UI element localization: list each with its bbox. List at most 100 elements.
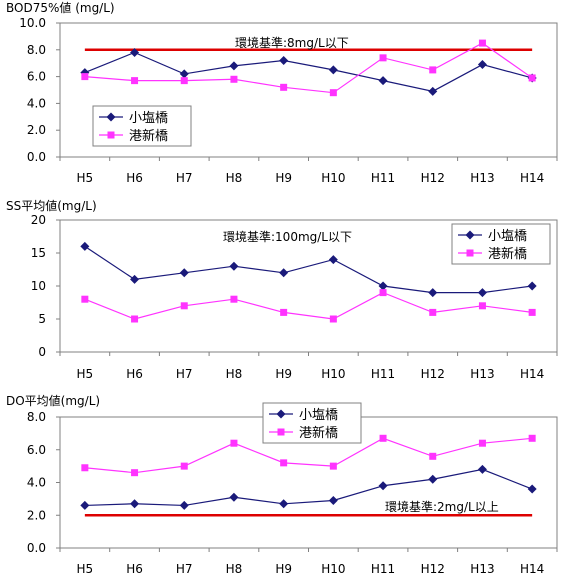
x-tick-label: H13 bbox=[470, 562, 494, 576]
legend-label: 小塩橋 bbox=[299, 408, 338, 423]
standard-label: 環境基準:100mg/L以下 bbox=[223, 229, 352, 244]
x-tick-label: H9 bbox=[275, 562, 292, 576]
data-point-1 bbox=[329, 89, 337, 97]
data-point-1 bbox=[230, 439, 238, 447]
x-tick-label: H11 bbox=[371, 171, 395, 185]
legend-box bbox=[262, 402, 362, 444]
data-point-0 bbox=[130, 274, 140, 284]
series-line-1 bbox=[84, 42, 533, 94]
y-tick-label: 10.0 bbox=[19, 16, 46, 30]
data-point-1 bbox=[478, 302, 486, 310]
data-point-0 bbox=[378, 76, 388, 86]
x-tick-label: H5 bbox=[77, 562, 94, 576]
data-point-1 bbox=[379, 289, 387, 297]
y-tick-label: 10 bbox=[31, 279, 46, 293]
x-tick-label: H12 bbox=[421, 562, 445, 576]
chart-title: BOD75%値 (mg/L) bbox=[6, 0, 115, 15]
data-point-0 bbox=[527, 484, 537, 494]
y-tick-label: 0 bbox=[38, 345, 46, 359]
chart-title: DO平均値(mg/L) bbox=[6, 393, 100, 408]
x-tick-label: H12 bbox=[421, 171, 445, 185]
data-point-0 bbox=[130, 47, 140, 57]
data-point-1 bbox=[528, 308, 536, 316]
data-point-1 bbox=[280, 308, 288, 316]
y-tick-label: 0.0 bbox=[27, 150, 46, 164]
data-point-0 bbox=[130, 499, 140, 509]
x-tick-label: H7 bbox=[176, 562, 193, 576]
x-tick-label: H9 bbox=[275, 367, 292, 381]
x-tick-label: H8 bbox=[226, 171, 243, 185]
y-tick-label: 20 bbox=[31, 213, 46, 227]
x-tick-label: H6 bbox=[126, 562, 143, 576]
x-tick-label: H14 bbox=[520, 367, 544, 381]
data-point-1 bbox=[180, 302, 188, 310]
data-point-0 bbox=[279, 499, 289, 509]
legend-marker bbox=[277, 428, 285, 436]
data-point-0 bbox=[527, 281, 537, 291]
y-tick-label: 5 bbox=[38, 312, 46, 326]
legend-label: 小塩橋 bbox=[129, 111, 168, 126]
legend-label: 港新橋 bbox=[299, 425, 338, 441]
data-point-0 bbox=[279, 56, 289, 66]
x-tick-label: H11 bbox=[371, 562, 395, 576]
data-point-1 bbox=[180, 77, 188, 85]
data-point-1 bbox=[81, 464, 89, 472]
data-point-1 bbox=[180, 462, 188, 470]
legend-marker bbox=[276, 409, 286, 419]
data-point-1 bbox=[81, 295, 89, 303]
data-point-0 bbox=[80, 500, 90, 510]
series-line-0 bbox=[84, 468, 533, 507]
x-tick-label: H12 bbox=[421, 367, 445, 381]
x-tick-label: H9 bbox=[275, 171, 292, 185]
data-point-0 bbox=[328, 496, 338, 506]
y-tick-label: 8.0 bbox=[27, 43, 46, 57]
data-point-1 bbox=[429, 452, 437, 460]
x-tick-label: H6 bbox=[126, 367, 143, 381]
series-line-0 bbox=[84, 51, 533, 92]
data-point-0 bbox=[477, 60, 487, 70]
legend-label: 港新橋 bbox=[488, 246, 527, 262]
x-tick-label: H8 bbox=[226, 367, 243, 381]
data-point-1 bbox=[429, 66, 437, 74]
y-tick-label: 4.0 bbox=[27, 96, 46, 110]
legend-label: 港新橋 bbox=[129, 128, 168, 144]
data-point-1 bbox=[379, 434, 387, 442]
data-point-0 bbox=[328, 255, 338, 265]
data-point-0 bbox=[328, 65, 338, 75]
x-tick-label: H14 bbox=[520, 171, 544, 185]
x-tick-label: H7 bbox=[176, 367, 193, 381]
y-tick-label: 4.0 bbox=[27, 476, 46, 490]
data-point-0 bbox=[279, 268, 289, 278]
y-tick-label: 6.0 bbox=[27, 443, 46, 457]
data-point-0 bbox=[229, 261, 239, 271]
legend-marker bbox=[107, 131, 115, 139]
data-point-0 bbox=[477, 464, 487, 474]
x-tick-label: H11 bbox=[371, 367, 395, 381]
data-point-0 bbox=[378, 281, 388, 291]
data-point-1 bbox=[329, 462, 337, 470]
data-point-1 bbox=[528, 434, 536, 442]
standard-label: 環境基準:8mg/L以下 bbox=[235, 35, 349, 50]
data-point-0 bbox=[428, 474, 438, 484]
data-point-0 bbox=[179, 500, 189, 510]
data-point-1 bbox=[131, 469, 139, 477]
data-point-1 bbox=[81, 73, 89, 81]
x-tick-label: H6 bbox=[126, 171, 143, 185]
series-line-0 bbox=[84, 245, 533, 294]
legend-marker bbox=[466, 249, 474, 257]
data-point-0 bbox=[80, 241, 90, 251]
x-tick-label: H5 bbox=[77, 171, 94, 185]
data-point-1 bbox=[280, 83, 288, 91]
x-tick-label: H14 bbox=[520, 562, 544, 576]
standard-label: 環境基準:2mg/L以上 bbox=[385, 499, 499, 514]
data-point-0 bbox=[179, 268, 189, 278]
series-line-1 bbox=[84, 437, 533, 474]
legend-marker bbox=[465, 230, 475, 240]
data-point-0 bbox=[229, 492, 239, 502]
data-point-1 bbox=[280, 459, 288, 467]
data-point-1 bbox=[379, 54, 387, 62]
data-point-0 bbox=[477, 288, 487, 298]
x-tick-label: H13 bbox=[470, 171, 494, 185]
data-point-0 bbox=[378, 481, 388, 491]
